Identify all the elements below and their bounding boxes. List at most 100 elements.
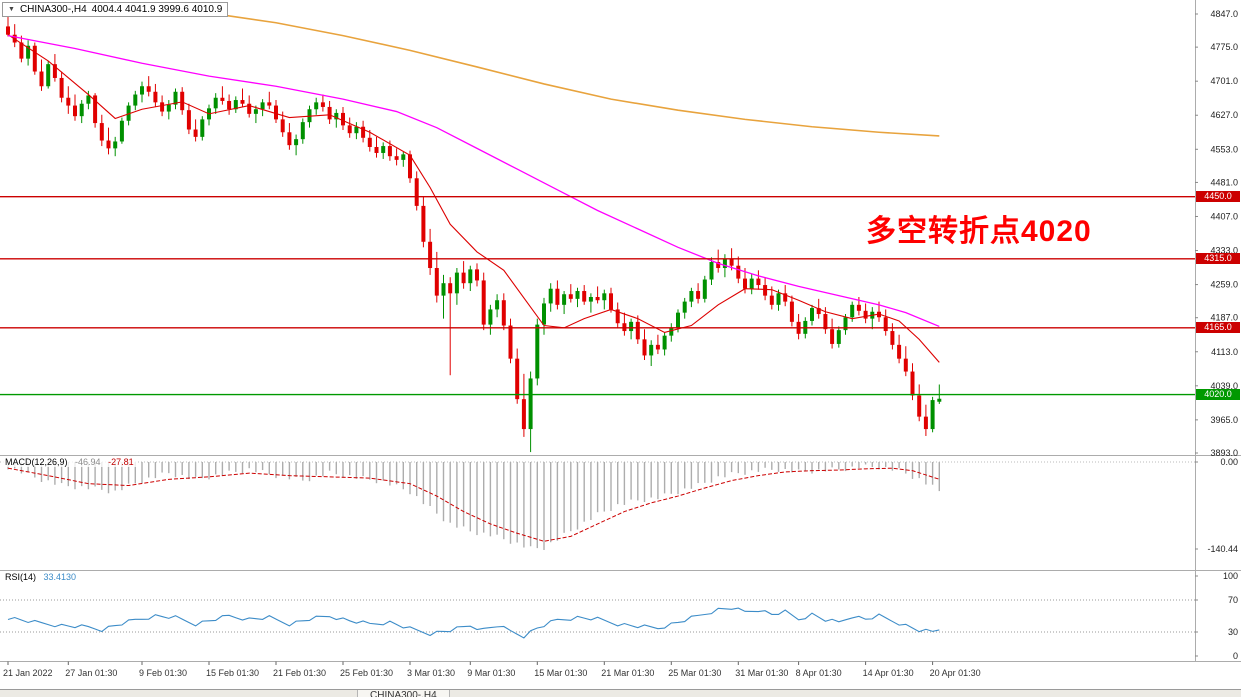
rsi-axis-label: 70 — [1228, 595, 1238, 605]
candle-body — [776, 293, 781, 305]
chart-symbol-period: CHINA300-,H4 — [19, 4, 87, 15]
candle-body — [722, 258, 727, 269]
candle-body — [508, 325, 513, 359]
macd-signal-line — [7, 467, 940, 542]
candle-body — [716, 262, 721, 269]
candle-body — [233, 100, 238, 110]
candle-body — [394, 156, 399, 160]
candle-body — [555, 288, 560, 305]
candle-body — [6, 26, 10, 35]
time-axis-label: 9 Feb 01:30 — [139, 668, 187, 678]
candle-body — [253, 109, 258, 114]
candle-body — [428, 241, 433, 269]
candle-body — [160, 102, 165, 112]
candle-body — [59, 77, 64, 98]
macd-signal-value: -27.81 — [108, 457, 134, 467]
candle-body — [615, 309, 620, 324]
price-tag-4165.0[interactable]: 4165.0 — [1196, 322, 1240, 334]
price-axis-label: 4553.0 — [1210, 144, 1238, 154]
rsi-line — [7, 607, 940, 639]
candle-body — [200, 119, 205, 137]
candle-body — [434, 268, 439, 296]
candle-body — [468, 269, 473, 284]
ma-mid-magenta-line — [7, 34, 940, 328]
chart-tab[interactable]: CHINA300-,H4 — [357, 690, 450, 697]
candle-body — [856, 304, 861, 311]
candle-body — [783, 293, 788, 302]
candle-body — [213, 97, 218, 109]
candle-body — [501, 300, 506, 326]
candle-body — [220, 97, 225, 101]
candle-body — [93, 95, 98, 124]
candle-body — [180, 91, 185, 111]
candle-body — [421, 205, 426, 242]
price-axis-label: 4701.0 — [1210, 76, 1238, 86]
price-axis-label: 4407.0 — [1210, 211, 1238, 221]
candle-body — [696, 291, 701, 299]
candle-body — [917, 395, 922, 417]
rsi-axis-label: 100 — [1223, 571, 1238, 581]
candle-body — [240, 100, 245, 104]
candle-body — [140, 86, 144, 95]
candle-body — [669, 327, 674, 336]
bottom-tab-bar: CHINA300-,H4 — [0, 689, 1241, 697]
price-axis-label: 4627.0 — [1210, 110, 1238, 120]
candle-body — [863, 310, 868, 319]
rsi-axis-label: 30 — [1228, 627, 1238, 637]
candle-body — [635, 321, 640, 340]
price-axis-label: 4481.0 — [1210, 177, 1238, 187]
candle-body — [287, 132, 292, 146]
candle-body — [743, 278, 747, 289]
candle-body — [73, 105, 77, 117]
candle-body — [448, 283, 453, 294]
rsi-indicator-label: RSI(14) 33.4130 — [2, 572, 80, 582]
candle-body — [374, 146, 379, 153]
candle-body — [515, 358, 520, 400]
candle-body — [186, 110, 191, 130]
price-tag-4450.0[interactable]: 4450.0 — [1196, 191, 1240, 203]
candle-body — [227, 100, 232, 110]
time-axis-label: 31 Mar 01:30 — [735, 668, 788, 678]
candle-body — [19, 42, 24, 59]
chevron-down-icon: ▼ — [8, 6, 15, 13]
candle-body — [736, 265, 741, 279]
candle-body — [903, 358, 908, 372]
candle-body — [320, 102, 325, 107]
ma-slow-orange-line — [222, 14, 940, 137]
candle-body — [314, 102, 319, 110]
price-axis-label: 4113.0 — [1211, 347, 1238, 357]
price-tag-4020.0[interactable]: 4020.0 — [1196, 389, 1240, 401]
macd-axis-label: -140.44 — [1207, 544, 1238, 554]
candle-body — [414, 178, 419, 206]
price-tag-4315.0[interactable]: 4315.0 — [1196, 253, 1240, 265]
candle-body — [153, 91, 158, 103]
time-axis-label: 21 Mar 01:30 — [601, 668, 654, 678]
candle-body — [401, 154, 406, 160]
candle-body — [280, 119, 285, 133]
candle-body — [542, 303, 546, 325]
candle-body — [381, 146, 386, 153]
price-axis-label: 3965.0 — [1210, 415, 1238, 425]
rsi-axis-label: 0 — [1233, 651, 1238, 661]
chart-title-box[interactable]: ▼ CHINA300-,H4 4004.4 4041.9 3999.6 4010… — [2, 2, 229, 17]
candle-body — [39, 71, 44, 87]
candle-body — [823, 314, 828, 330]
candle-body — [99, 123, 104, 141]
ma-fast-red-line — [7, 34, 940, 363]
time-axis-label: 3 Mar 01:30 — [407, 668, 455, 678]
macd-main-value: -46.94 — [75, 457, 101, 467]
candle-body — [676, 312, 680, 328]
candle-body — [173, 91, 178, 105]
candle-body — [883, 317, 888, 332]
candle-body — [126, 105, 131, 121]
time-axis-label: 25 Mar 01:30 — [668, 668, 721, 678]
time-axis-label: 25 Feb 01:30 — [340, 668, 393, 678]
candle-body — [79, 103, 84, 117]
candle-body — [66, 97, 71, 106]
candle-body — [830, 329, 835, 344]
price-axis-label: 4333.0 — [1210, 246, 1238, 256]
time-axis-label: 8 Apr 01:30 — [796, 668, 842, 678]
price-axis-label: 4039.0 — [1210, 381, 1238, 391]
